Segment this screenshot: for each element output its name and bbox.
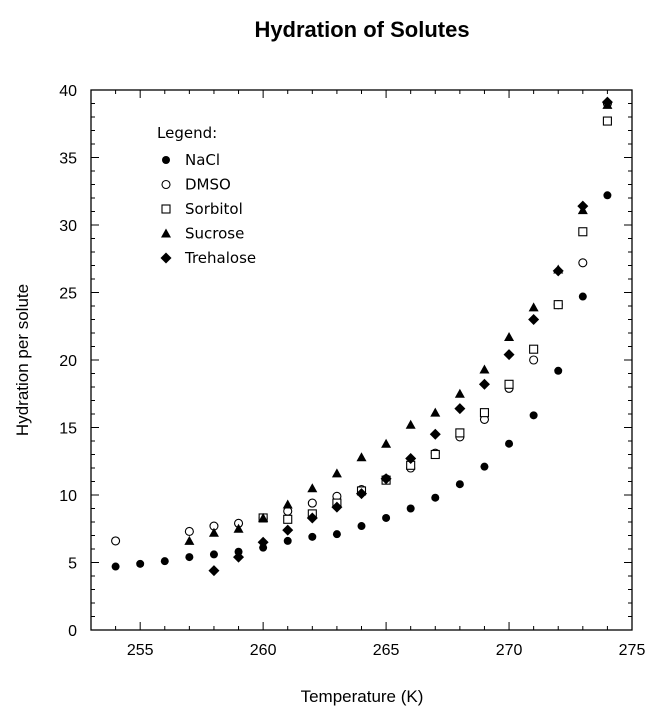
sucrose-point (307, 483, 318, 493)
y-tick-label: 35 (59, 151, 77, 168)
legend-marker-dmso (161, 179, 171, 190)
nacl-point (505, 439, 514, 448)
trehalose-point (233, 551, 245, 563)
y-tick-label: 20 (59, 353, 77, 370)
x-axis-label: Temperature (K) (301, 687, 424, 706)
nacl-point (529, 411, 538, 420)
trehalose-point (503, 349, 515, 361)
sucrose-point (282, 499, 293, 509)
dmso-point (111, 536, 121, 546)
x-tick-label: 255 (127, 642, 154, 659)
sorbitol-point (430, 449, 440, 460)
y-tick-label: 15 (59, 421, 77, 438)
x-tick-label: 260 (250, 642, 277, 659)
trehalose-point (405, 453, 417, 465)
dmso-point (578, 258, 588, 268)
sucrose-point (430, 407, 441, 417)
legend-label-nacl: NaCl (185, 151, 220, 169)
nacl-point (283, 536, 292, 545)
nacl-point (111, 562, 120, 571)
sorbitol-point (529, 344, 539, 354)
sucrose-point (258, 512, 269, 522)
trehalose-point (331, 501, 343, 513)
legend: Legend: NaCl DMSO Sorbitol Sucrose Trehalose (157, 124, 256, 267)
plot-frame (90, 89, 633, 631)
legend-marker-sucrose (161, 228, 171, 238)
nacl-point (136, 559, 145, 568)
sucrose-point (381, 438, 392, 448)
trehalose-point (429, 428, 441, 440)
legend-marker-trehalose (160, 252, 172, 264)
legend-marker-sorbitol (161, 204, 171, 214)
nacl-point (455, 480, 464, 489)
axis-ticks (90, 89, 633, 631)
legend-label-dmso: DMSO (185, 176, 231, 194)
trehalose-point (208, 565, 220, 577)
sucrose-point (356, 452, 367, 462)
sucrose-point (184, 535, 195, 545)
y-tick-label: 0 (68, 623, 77, 640)
nacl-point (603, 191, 612, 200)
y-tick-label: 5 (68, 556, 77, 573)
nacl-point (357, 522, 366, 531)
dmso-point (529, 355, 539, 365)
y-tick-label: 40 (59, 83, 77, 100)
nacl-point (332, 530, 341, 539)
trehalose-point (282, 524, 294, 536)
sorbitol-point (578, 227, 588, 237)
sucrose-point (331, 468, 342, 478)
trehalose-point (577, 200, 589, 212)
x-tick-label: 265 (373, 642, 400, 659)
sorbitol-point (455, 428, 465, 438)
nacl-point (308, 532, 317, 541)
y-tick-label: 25 (59, 286, 77, 303)
legend-title: Legend: (157, 124, 217, 142)
legend-label-sucrose: Sucrose (185, 225, 244, 243)
dmso-point (307, 498, 317, 508)
sorbitol-point (504, 379, 514, 389)
sorbitol-point (479, 408, 490, 418)
y-tick-label: 10 (59, 488, 77, 505)
trehalose-point (380, 473, 392, 485)
nacl-point (382, 513, 391, 522)
nacl-point (209, 550, 218, 559)
trehalose-point (356, 488, 367, 500)
nacl-point (406, 504, 415, 513)
sorbitol-point (283, 514, 293, 524)
sucrose-point (454, 388, 465, 398)
sorbitol-point (553, 300, 563, 310)
nacl-point (578, 292, 587, 301)
trehalose-point (552, 265, 564, 277)
nacl-point (160, 557, 169, 566)
trehalose-point (478, 378, 490, 390)
sucrose-point (405, 419, 416, 429)
legend-marker-nacl (162, 156, 170, 164)
nacl-point (431, 493, 440, 502)
legend-label-trehalose: Trehalose (184, 249, 256, 267)
nacl-point (554, 366, 563, 375)
sucrose-point (504, 332, 515, 342)
x-tick-label: 275 (619, 642, 646, 659)
sucrose-point (233, 523, 244, 533)
nacl-point (480, 462, 489, 471)
sucrose-point (208, 527, 219, 537)
nacl-point (185, 553, 194, 562)
legend-label-sorbitol: Sorbitol (185, 200, 243, 218)
x-tick-label: 270 (496, 642, 523, 659)
trehalose-point (306, 512, 318, 524)
trehalose-point (601, 96, 613, 108)
chart-title: Hydration of Solutes (254, 17, 469, 42)
sucrose-point (528, 302, 539, 312)
dmso-point (184, 526, 194, 537)
trehalose-point (257, 536, 269, 548)
sorbitol-point (602, 116, 612, 126)
trehalose-point (528, 314, 540, 325)
trehalose-point (454, 403, 466, 415)
sucrose-point (479, 364, 490, 374)
tick-labels: 255 260 265 270 275 0 5 10 15 20 25 30 35 40 (59, 83, 645, 659)
y-tick-label: 30 (59, 218, 77, 235)
data-points (111, 96, 613, 577)
y-axis-label: Hydration per solute (13, 284, 32, 436)
